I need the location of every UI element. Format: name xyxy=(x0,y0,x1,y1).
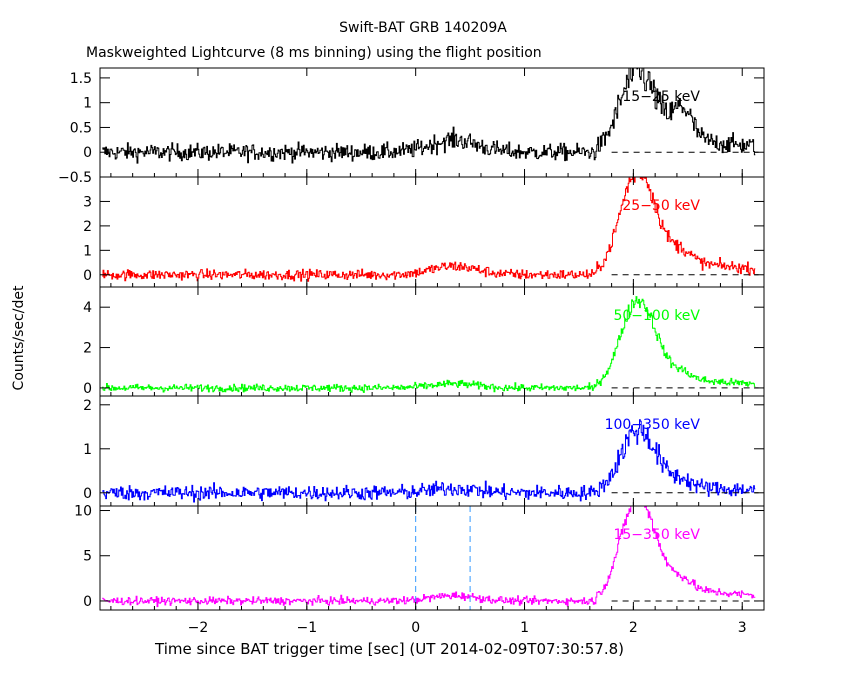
panel-1-ytick-label: 0 xyxy=(83,145,92,161)
x-tick-label: −2 xyxy=(188,620,209,636)
panel-2-ytick-label: 1 xyxy=(83,243,92,259)
panel-4-series-line xyxy=(102,419,756,503)
panel-5-series-line xyxy=(102,506,756,608)
panel-1-ytick-label: 1 xyxy=(83,96,92,112)
chart-title: Swift-BAT GRB 140209A xyxy=(339,20,507,36)
panel-3-ytick-label: 4 xyxy=(83,300,92,316)
panel-2-band-label: 25−50 keV xyxy=(622,198,700,214)
x-tick-label: 2 xyxy=(629,620,638,636)
x-tick-label: 1 xyxy=(520,620,529,636)
panel-5-frame xyxy=(99,505,765,611)
x-tick-label: −1 xyxy=(296,620,317,636)
panel-3-ytick-label: 2 xyxy=(83,341,92,357)
panel-3-frame xyxy=(99,286,765,397)
panel-4-ytick-label: 1 xyxy=(83,442,92,458)
panel-1-band-label: 15−25 keV xyxy=(622,89,700,105)
panel-2-ytick-label: 0 xyxy=(83,268,92,284)
panel-1-ytick-label: 1.5 xyxy=(70,71,92,87)
panel-5-ytick-label: 5 xyxy=(83,549,92,565)
panel-1-ytick-label: 0.5 xyxy=(70,120,92,136)
panel-1-frame xyxy=(99,67,765,178)
panel-1-series-line xyxy=(102,68,756,164)
panel-4-ytick-label: 2 xyxy=(83,398,92,414)
panel-3-ytick-label: 0 xyxy=(83,381,92,397)
x-tick-label: 0 xyxy=(411,620,420,636)
panel-2-ytick-label: 3 xyxy=(83,194,92,210)
panel-4-band-label: 100−350 keV xyxy=(605,417,701,433)
panel-2-ytick-label: 2 xyxy=(83,219,92,235)
panel-1-ytick-label: −0.5 xyxy=(58,170,92,186)
panel-5-band-label: 15−350 keV xyxy=(613,527,700,543)
chart-subtitle: Maskweighted Lightcurve (8 ms binning) u… xyxy=(86,45,542,61)
panel-3-series-line xyxy=(102,296,756,393)
x-tick-label: 3 xyxy=(738,620,747,636)
panel-5-ytick-label: 0 xyxy=(83,594,92,610)
panel-2-series-line xyxy=(102,177,756,282)
panel-4-ytick-label: 0 xyxy=(83,486,92,502)
panel-3-band-label: 50−100 keV xyxy=(613,308,700,324)
x-axis-label: Time since BAT trigger time [sec] (UT 20… xyxy=(155,640,624,658)
panel-5-ytick-label: 10 xyxy=(74,504,92,520)
